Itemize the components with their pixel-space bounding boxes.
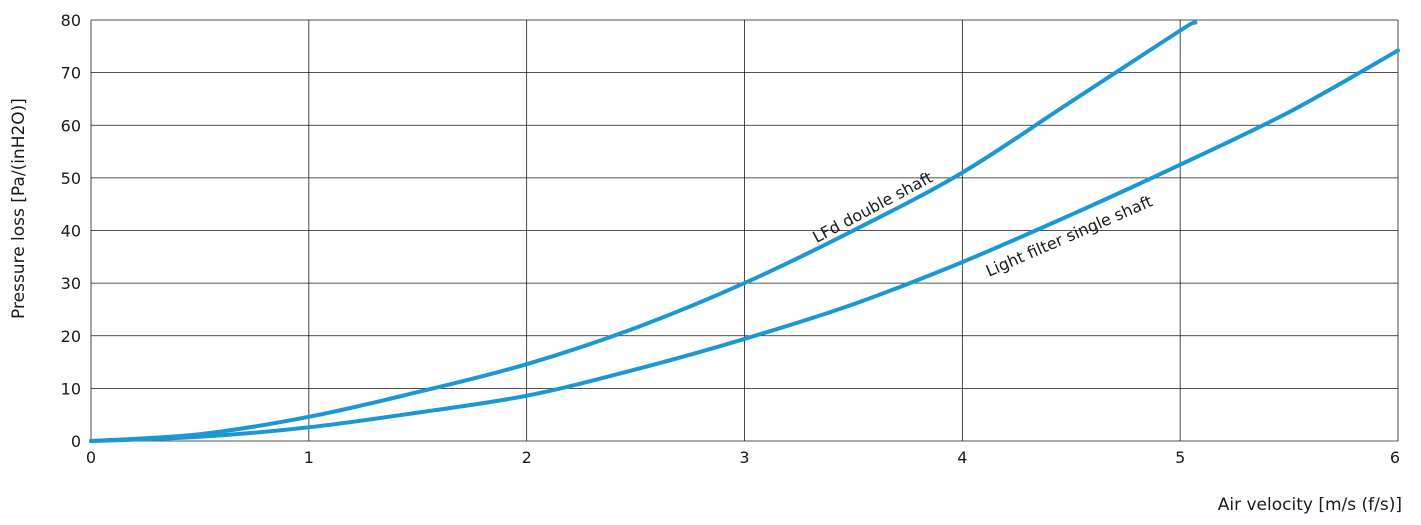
x-tick-label: 4 — [957, 448, 967, 467]
grid-lines — [90, 19, 1399, 442]
curve-label-0: LFd double shaft — [809, 168, 935, 247]
y-axis-title: Pressure loss [Pa/(inH2O)] — [9, 98, 29, 319]
series-line-0 — [89, 20, 1198, 443]
y-tick-label: 0 — [71, 432, 81, 451]
y-tick-label: 50 — [61, 169, 81, 188]
y-tick-label: 10 — [61, 379, 81, 398]
y-tick-label: 70 — [61, 64, 81, 83]
x-tick-label: 1 — [304, 448, 314, 467]
x-axis-title: Air velocity [m/s (f/s)] — [1218, 495, 1402, 515]
x-tick-label: 3 — [739, 448, 749, 467]
curve-label-1: Light filter single shaft — [983, 191, 1155, 280]
y-tick-label: 30 — [61, 274, 81, 293]
y-tick-label: 60 — [61, 116, 81, 135]
x-tick-label: 5 — [1175, 448, 1185, 467]
curve-annotations: LFd double shaft Light filter single shaf… — [809, 168, 1155, 281]
y-tick-label: 40 — [61, 222, 81, 241]
series-line-1 — [89, 48, 1400, 443]
series-lines — [89, 20, 1400, 443]
x-tick-label: 2 — [522, 448, 532, 467]
y-tick-labels: 0 10 20 30 40 50 60 70 80 — [61, 11, 81, 451]
y-tick-label: 20 — [61, 327, 81, 346]
x-tick-label: 0 — [86, 448, 96, 467]
x-tick-label: 6 — [1390, 448, 1400, 467]
y-tick-label: 80 — [61, 11, 81, 30]
x-tick-labels: 0 1 2 3 4 5 6 — [86, 448, 1400, 467]
